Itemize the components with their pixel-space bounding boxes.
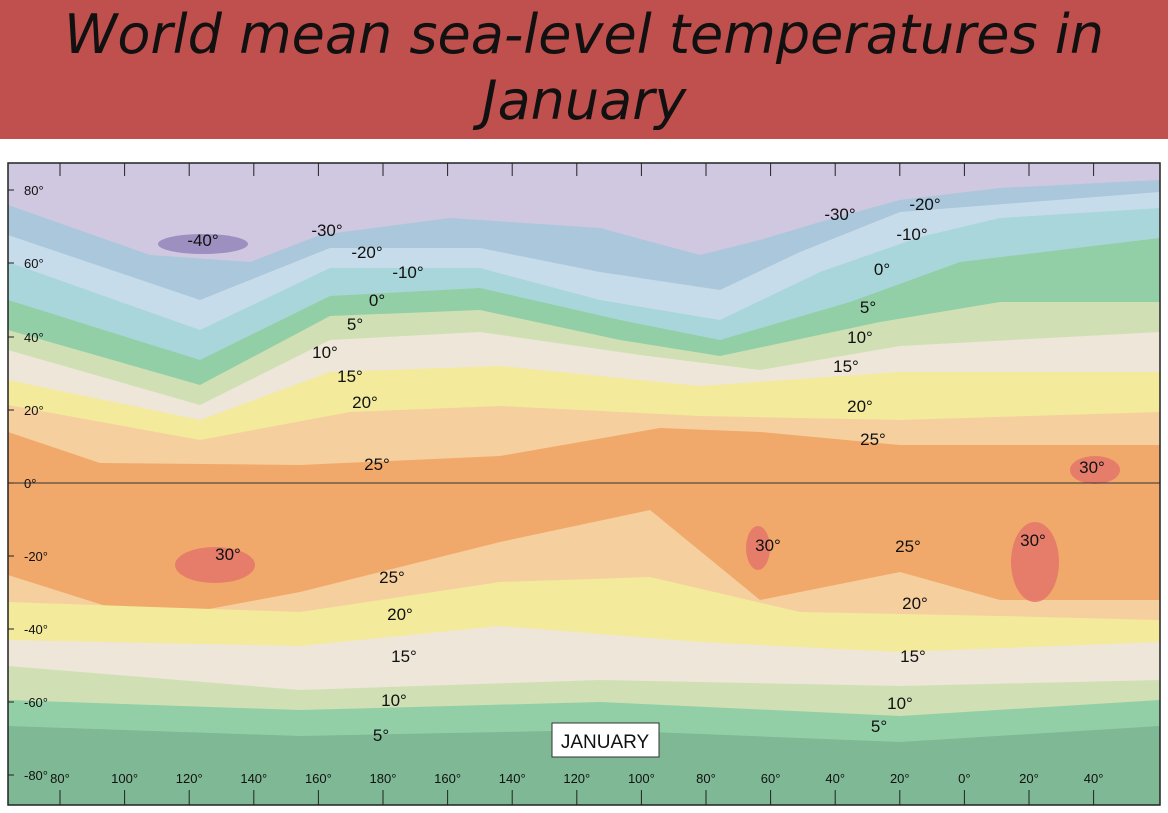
isotherm-label: 20° [902,594,928,613]
isotherm-label: 30° [755,536,781,555]
isotherm-label: 30° [215,545,241,564]
isotherm-label: -40° [187,231,218,250]
isotherm-label: 15° [391,647,417,666]
latitude-label: 40° [24,330,44,345]
isotherm-label: 5° [347,315,363,334]
isotherm-label: 10° [312,343,338,362]
longitude-label: 40° [825,771,845,786]
isotherm-label: 15° [337,367,363,386]
latitude-label: 80° [24,183,44,198]
isotherm-label: -10° [392,263,423,282]
longitude-label: 80° [696,771,716,786]
isotherm-label: -20° [909,195,940,214]
longitude-label: 180° [370,771,397,786]
longitude-label: 40° [1084,771,1104,786]
isotherm-label: -20° [351,243,382,262]
longitude-label: 20° [1019,771,1039,786]
longitude-label: 20° [890,771,910,786]
longitude-label: 60° [761,771,781,786]
latitude-label: -20° [24,549,48,564]
isotherm-label: 20° [352,393,378,412]
isotherm-label: 30° [1020,531,1046,550]
hot-core-east-africa [1070,456,1120,484]
map-frame [7,162,1161,806]
longitude-label: 0° [958,771,970,786]
isotherm-label: 0° [369,291,385,310]
longitude-label: 100° [628,771,655,786]
isotherm-label: -30° [824,205,855,224]
temperature-map: 80°60°40°20°0°-20°-40°-60°-80° 80° 100° 120… [7,162,1161,806]
longitude-label: 80° [50,771,70,786]
longitude-label: 140° [499,771,526,786]
latitude-label: 0° [24,476,36,491]
longitude-label: 120° [176,771,203,786]
isotherm-label: 10° [847,328,873,347]
isotherm-label: 20° [847,397,873,416]
isotherm-label: 10° [887,694,913,713]
latitude-label: 60° [24,256,44,271]
isotherm-label: 25° [860,430,886,449]
longitude-label: 160° [434,771,461,786]
isotherm-label: 15° [833,357,859,376]
latitude-label: 20° [24,403,44,418]
month-label: JANUARY [561,732,650,753]
cold-core-siberia [158,234,248,254]
longitude-label: 100° [111,771,138,786]
isotherm-label: 15° [900,647,926,666]
isotherm-label: 5° [860,298,876,317]
isotherm-label: 0° [874,260,890,279]
isotherm-label: -30° [311,221,342,240]
isotherm-label: 25° [379,568,405,587]
isotherm-label: 5° [373,726,389,745]
isotherm-label: 10° [381,691,407,710]
latitude-label: -60° [24,695,48,710]
title-bar: World mean sea-level temperatures in Jan… [0,0,1168,139]
isotherm-label: 20° [387,605,413,624]
month-box: JANUARY [551,722,660,758]
hot-core-southern-africa [1011,522,1059,602]
isotherm-label: 30° [1079,458,1105,477]
isotherm-label: -10° [896,225,927,244]
latitude-label: -40° [24,622,48,637]
hot-core-australia [175,547,255,583]
isotherm-label: 5° [871,717,887,736]
isotherm-label: 25° [364,455,390,474]
isotherm-label: 25° [895,537,921,556]
longitude-label: 120° [563,771,590,786]
longitude-label: 140° [240,771,267,786]
latitude-label: -80° [24,768,48,783]
band-antarctic [8,726,1160,805]
slide-title: World mean sea-level temperatures in Jan… [63,3,1105,132]
longitude-label: 160° [305,771,332,786]
hot-core-south-america [746,526,770,570]
